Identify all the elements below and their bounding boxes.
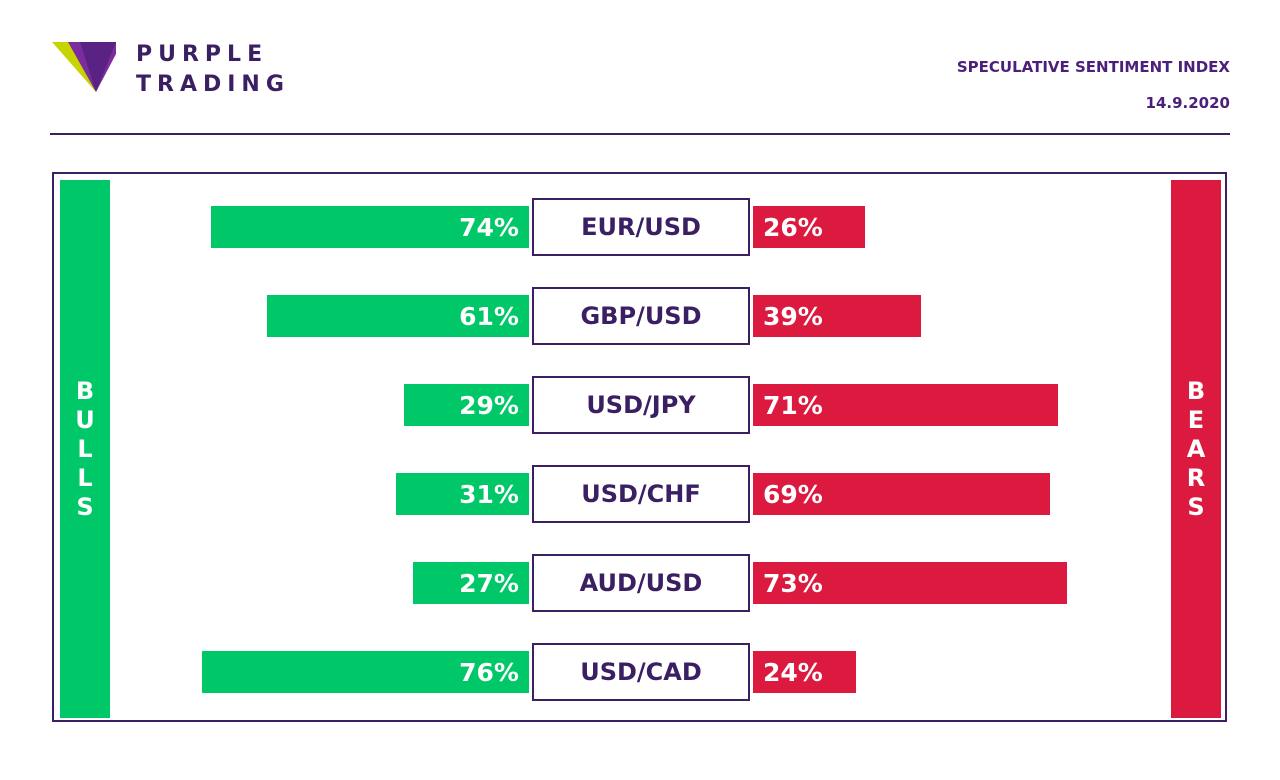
bull-bar: 27% bbox=[412, 562, 529, 604]
logo-line-1: PURPLE bbox=[136, 42, 269, 67]
pair-label: USD/CHF bbox=[532, 465, 750, 523]
purple-trading-logo: PURPLE TRADING bbox=[50, 40, 310, 100]
bull-bar: 74% bbox=[210, 206, 529, 248]
bulls-label-letter: B bbox=[75, 376, 95, 405]
logo-wordmark: PURPLE TRADING bbox=[136, 40, 290, 100]
bull-bar: 31% bbox=[395, 473, 529, 515]
bear-bar: 24% bbox=[753, 651, 857, 693]
page-title: SPECULATIVE SENTIMENT INDEX bbox=[956, 58, 1230, 76]
pair-label: USD/CAD bbox=[532, 643, 750, 701]
page-date: 14.9.2020 bbox=[1145, 94, 1230, 112]
pair-label: AUD/USD bbox=[532, 554, 750, 612]
bears-label-letter: E bbox=[1187, 405, 1205, 434]
bear-bar: 69% bbox=[753, 473, 1050, 515]
bear-bar: 73% bbox=[753, 562, 1067, 604]
bears-label-letter: B bbox=[1186, 376, 1206, 405]
pair-label: GBP/USD bbox=[532, 287, 750, 345]
pair-label: USD/JPY bbox=[532, 376, 750, 434]
bulls-label-letter: U bbox=[75, 405, 95, 434]
bull-bar: 61% bbox=[266, 295, 529, 337]
bear-bar: 39% bbox=[753, 295, 921, 337]
bulls-label-letter: S bbox=[76, 492, 94, 521]
bears-label-letter: S bbox=[1187, 492, 1205, 521]
bears-label-letter: A bbox=[1186, 434, 1206, 463]
chart-frame bbox=[52, 172, 1227, 722]
pair-label: EUR/USD bbox=[532, 198, 750, 256]
logo-line-2: TRADING bbox=[136, 72, 290, 97]
logo-mark-icon bbox=[52, 42, 116, 92]
header-divider bbox=[50, 133, 1230, 135]
bulls-label-letter: L bbox=[77, 434, 93, 463]
bull-bar: 29% bbox=[404, 384, 529, 426]
bulls-label-letter: L bbox=[77, 463, 93, 492]
bull-bar: 76% bbox=[202, 651, 529, 693]
bears-label-letter: R bbox=[1186, 463, 1206, 492]
bear-bar: 26% bbox=[753, 206, 865, 248]
bear-bar: 71% bbox=[753, 384, 1059, 426]
